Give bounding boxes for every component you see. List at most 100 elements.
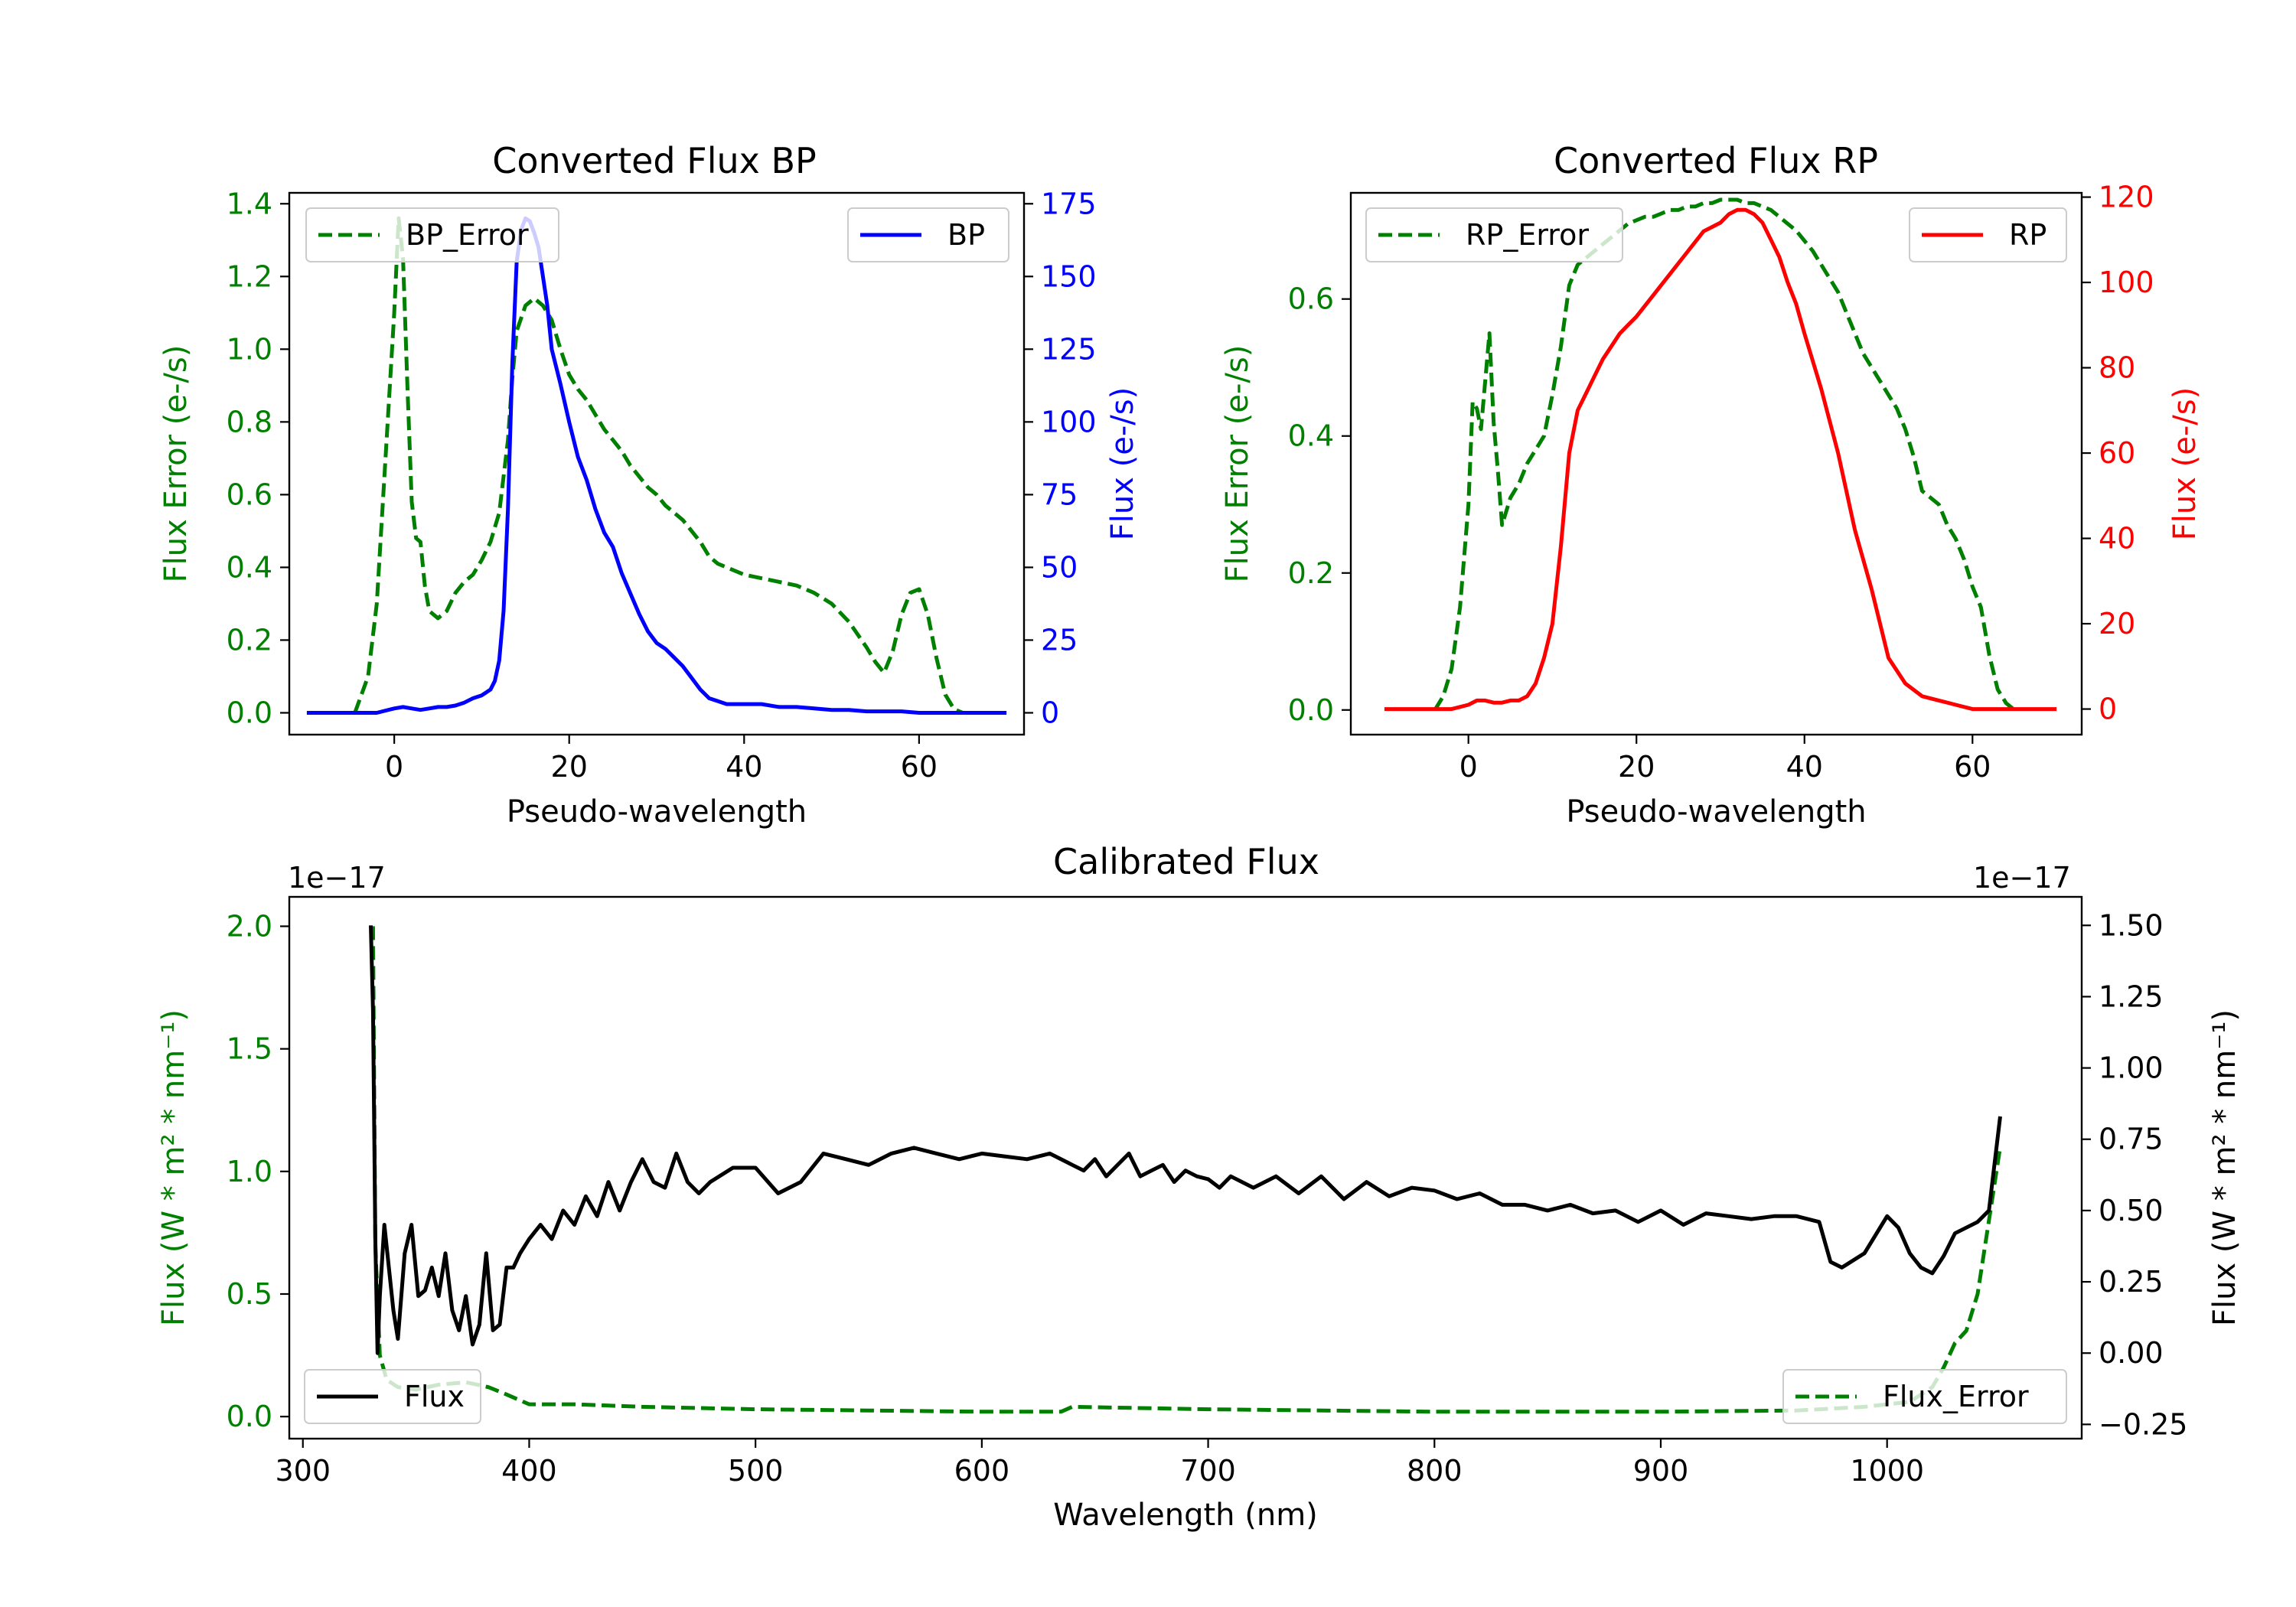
calibrated-right-y-axis-label: Flux (W * m² * nm⁻¹) (2207, 1009, 2242, 1326)
bp-left-y-tick-label: 0.0 (227, 696, 272, 729)
calibrated-right-y-ticks: −0.25 0.00 0.25 0.50 0.75 1.00 1.25 1.50 (2082, 908, 2187, 1441)
bp-right-y-tick-label: 75 (1041, 478, 1078, 511)
bp-series-bp (306, 216, 1007, 715)
cal-right-y-tick-label: 0.00 (2099, 1336, 2164, 1370)
cal-legend-label: Flux_Error (1883, 1380, 2029, 1413)
bp-left-y-tick-label: 0.6 (227, 478, 272, 511)
calibrated-x-axis-label: Wavelength (nm) (1053, 1498, 1318, 1533)
rp-x-tick-label: 60 (1954, 750, 1991, 784)
bp-left-y-axis-label: Flux Error (e-/s) (158, 345, 194, 583)
cal-x-tick-label: 400 (501, 1454, 557, 1488)
bp-legend-bp-error: BP_Error (305, 207, 559, 262)
bp-left-y-tick-label: 1.4 (227, 187, 272, 220)
cal-left-y-tick-label: 1.5 (227, 1032, 272, 1066)
bp-right-y-tick-label: 100 (1041, 405, 1097, 438)
cal-x-tick-label: 1000 (1850, 1454, 1924, 1488)
rp-left-y-tick-label: 0.4 (1288, 419, 1334, 453)
bp-left-y-tick-label: 0.8 (227, 405, 272, 438)
cal-legend-label: Flux (404, 1380, 465, 1413)
cal-x-tick-label: 700 (1180, 1454, 1236, 1488)
rp-right-y-tick-label: 80 (2099, 351, 2135, 385)
rp-right-y-axis-label: Flux (e-/s) (2167, 387, 2203, 540)
bp-axes-frame (288, 191, 1026, 736)
cal-legend-flux-error: Flux_Error (1782, 1369, 2067, 1424)
calibrated-left-y-ticks: 0.0 0.5 1.0 1.5 2.0 (227, 909, 289, 1433)
cal-x-tick-label: 600 (954, 1454, 1010, 1488)
rp-series-rp (1384, 207, 2057, 712)
cal-right-y-tick-label: −0.25 (2099, 1407, 2187, 1441)
calibrated-right-offset-label: 1e−17 (1973, 861, 2071, 895)
cal-left-y-tick-label: 0.5 (227, 1277, 272, 1311)
cal-left-y-tick-label: 0.0 (227, 1400, 272, 1433)
bp-legend-label: BP_Error (406, 218, 529, 252)
bp-right-y-tick-label: 50 (1041, 550, 1078, 584)
calibrated-left-offset-label: 1e−17 (288, 861, 386, 895)
bp-x-axis-label: Pseudo-wavelength (507, 794, 807, 830)
rp-legend-box (1909, 207, 2067, 262)
rp-right-y-tick-label: 120 (2099, 181, 2154, 214)
bp-x-tick-label: 0 (385, 750, 403, 784)
rp-title: Converted Flux RP (1554, 140, 1878, 181)
rp-left-y-tick-label: 0.6 (1288, 282, 1334, 316)
rp-right-y-ticks: 0 20 40 60 80 100 120 (2082, 181, 2154, 726)
rp-x-ticks: 0 20 40 60 (1459, 735, 1991, 784)
calibrated-panel: Calibrated Flux 300 400 500 600 700 800 900 100… (156, 841, 2242, 1533)
cal-x-tick-label: 300 (275, 1454, 331, 1488)
cal-x-tick-label: 500 (728, 1454, 784, 1488)
bp-right-y-tick-label: 150 (1041, 259, 1097, 293)
rp-right-y-tick-label: 0 (2099, 693, 2117, 726)
rp-left-y-axis-label: Flux Error (e-/s) (1220, 345, 1255, 583)
bp-series-bp-error (353, 216, 964, 715)
calibrated-left-y-axis-label: Flux (W * m² * nm⁻¹) (156, 1009, 191, 1326)
bp-title: Converted Flux BP (492, 140, 817, 181)
rp-x-tick-label: 20 (1618, 750, 1655, 784)
rp-right-y-tick-label: 20 (2099, 607, 2135, 641)
rp-legend-rp-error: RP_Error (1365, 207, 1623, 262)
cal-right-y-tick-label: 1.50 (2099, 908, 2164, 942)
bp-right-y-ticks: 0 25 50 75 100 125 150 175 (1024, 187, 1097, 729)
bp-left-y-ticks: 0.0 0.2 0.4 0.6 0.8 1.0 1.2 1.4 (227, 187, 289, 729)
rp-x-axis-label: Pseudo-wavelength (1566, 794, 1866, 830)
bp-right-y-tick-label: 25 (1041, 623, 1078, 657)
calibrated-title: Calibrated Flux (1053, 841, 1319, 882)
bp-legend-box (847, 207, 1009, 262)
rp-right-y-tick-label: 100 (2099, 266, 2154, 299)
bp-right-y-axis-label: Flux (e-/s) (1105, 387, 1140, 540)
rp-legend-rp: RP (1909, 207, 2067, 262)
bp-left-y-tick-label: 1.0 (227, 332, 272, 366)
cal-series-flux (369, 925, 2002, 1355)
cal-legend-box (1782, 1369, 2067, 1424)
bp-legend-label: BP (947, 218, 985, 252)
cal-right-y-tick-label: 0.50 (2099, 1194, 2164, 1227)
cal-legend-box (304, 1369, 481, 1424)
bp-right-y-tick-label: 125 (1041, 332, 1097, 366)
bp-x-tick-label: 20 (551, 750, 588, 784)
cal-left-y-tick-label: 1.0 (227, 1155, 272, 1188)
rp-plot-area (1384, 197, 2057, 712)
cal-right-y-tick-label: 0.75 (2099, 1123, 2164, 1156)
bp-right-y-tick-label: 175 (1041, 187, 1097, 220)
calibrated-legends: Flux Flux_Error (304, 1369, 2067, 1424)
bp-legend-bp: BP (847, 207, 1009, 262)
bp-left-y-tick-label: 0.4 (227, 550, 272, 584)
cal-right-y-tick-label: 1.25 (2099, 980, 2164, 1013)
rp-legend-box (1365, 207, 1623, 262)
bp-plot-area (306, 216, 1007, 715)
bp-legends: BP_Error BP (305, 207, 1009, 262)
bp-left-y-tick-label: 0.2 (227, 623, 272, 657)
cal-x-tick-label: 900 (1633, 1454, 1689, 1488)
cal-legend-flux: Flux (304, 1369, 481, 1424)
rp-right-y-tick-label: 40 (2099, 522, 2135, 556)
bp-legend-box (305, 207, 559, 262)
cal-left-y-tick-label: 2.0 (227, 909, 272, 943)
rp-panel: Converted Flux RP 0 20 40 60 0.0 0.2 0.4 0.6 0… (1220, 140, 2203, 830)
bp-x-tick-label: 40 (726, 750, 762, 784)
calibrated-axes-frame (288, 895, 2083, 1440)
bp-x-tick-label: 60 (901, 750, 938, 784)
rp-left-y-tick-label: 0.2 (1288, 556, 1334, 590)
rp-legend-label: RP_Error (1466, 218, 1589, 252)
rp-legend-label: RP (2009, 218, 2047, 252)
rp-legends: RP_Error RP (1365, 207, 2067, 262)
cal-x-tick-label: 800 (1407, 1454, 1463, 1488)
